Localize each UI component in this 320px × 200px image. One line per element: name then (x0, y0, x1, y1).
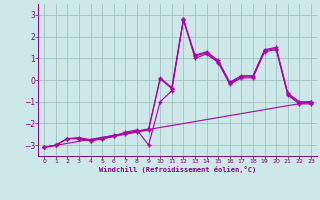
X-axis label: Windchill (Refroidissement éolien,°C): Windchill (Refroidissement éolien,°C) (99, 166, 256, 173)
